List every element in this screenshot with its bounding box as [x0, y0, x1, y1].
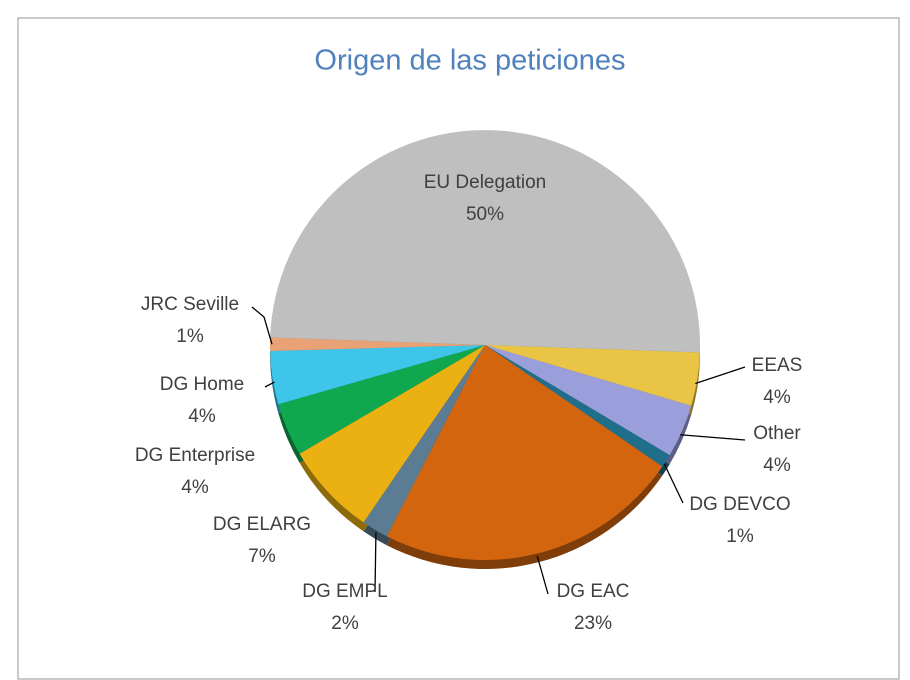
slice-label: DG ELARG — [213, 514, 311, 535]
slice-label: DG Enterprise — [135, 445, 255, 466]
slice — [270, 337, 485, 352]
slice-value-label: 4% — [763, 455, 791, 476]
leader-line — [374, 532, 377, 593]
slice-value-label: 4% — [181, 477, 209, 498]
slice-value-label: 7% — [248, 546, 276, 567]
slice — [270, 130, 700, 353]
leader-line — [663, 463, 684, 504]
slice-value-label: 1% — [726, 526, 754, 547]
leader-line — [264, 381, 275, 388]
slice-label: JRC Seville — [141, 294, 239, 315]
slice-label: DG EAC — [557, 581, 630, 602]
slice — [278, 345, 485, 454]
slice — [363, 345, 485, 537]
leader-line — [695, 366, 746, 385]
slice — [485, 345, 700, 406]
slice — [386, 345, 663, 561]
slice-value-label: 1% — [176, 326, 204, 347]
slice-value-label: 50% — [466, 204, 504, 225]
slice-value-label: 2% — [331, 613, 359, 634]
leader-line — [680, 434, 746, 441]
slice-label: EEAS — [752, 355, 803, 376]
slice — [485, 345, 692, 456]
slice-value-label: 23% — [574, 613, 612, 634]
slice — [485, 345, 670, 467]
slice — [299, 345, 485, 523]
slice-value-label: 4% — [763, 387, 791, 408]
slice-label: Other — [753, 423, 801, 444]
slice-label: DG Home — [160, 374, 244, 395]
leader-line — [251, 306, 273, 345]
leader-line — [536, 555, 549, 595]
slice-label: DG EMPL — [302, 581, 388, 602]
slice-label: DG DEVCO — [689, 494, 790, 515]
chart-title: Origen de las peticiones — [314, 45, 625, 77]
slice — [270, 345, 485, 405]
slice-label: EU Delegation — [424, 172, 547, 193]
slice-value-label: 4% — [188, 406, 216, 427]
